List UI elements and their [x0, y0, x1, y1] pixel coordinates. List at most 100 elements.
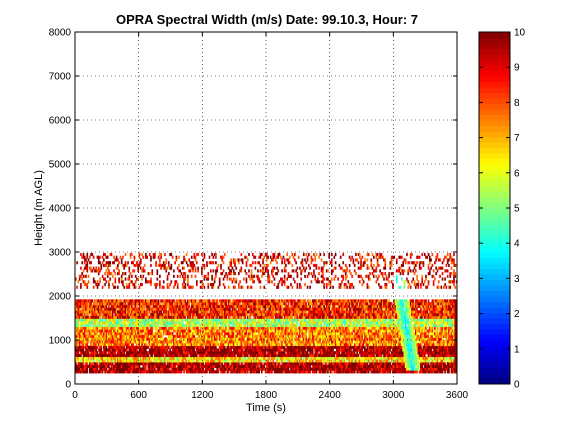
heatmap-cell: [204, 359, 207, 363]
heatmap-cell: [111, 282, 114, 287]
heatmap-cell: [264, 332, 267, 336]
heatmap-cell: [232, 359, 235, 363]
heatmap-cell: [114, 348, 117, 352]
heatmap-cell: [96, 285, 99, 289]
heatmap-cell: [193, 252, 196, 257]
heatmap-cell: [222, 364, 225, 368]
heatmap-cell: [290, 329, 292, 333]
heatmap-cell: [122, 337, 124, 341]
heatmap-cell: [141, 269, 143, 273]
heatmap-cell: [287, 334, 290, 338]
heatmap-cell: [207, 304, 210, 308]
heatmap-cell: [95, 351, 98, 355]
heatmap-cell: [124, 337, 127, 341]
heatmap-cell: [146, 362, 148, 366]
heatmap-cell: [125, 362, 128, 366]
heatmap-cell: [263, 334, 266, 338]
heatmap-cell: [156, 362, 159, 366]
heatmap-cell: [114, 345, 117, 349]
heatmap-cell: [143, 362, 146, 366]
heatmap-cell: [187, 263, 189, 268]
heatmap-cell: [115, 258, 118, 262]
heatmap-cell: [287, 261, 290, 265]
heatmap-cell: [75, 356, 77, 360]
heatmap-cell: [127, 364, 129, 368]
heatmap-cell: [134, 307, 137, 311]
heatmap-cell: [206, 359, 208, 363]
heatmap-cell: [254, 340, 257, 344]
heatmap-cell: [197, 359, 199, 363]
heatmap-cell: [167, 342, 170, 347]
heatmap-cell: [264, 315, 267, 319]
heatmap-cell: [231, 323, 234, 328]
heatmap-cell: [254, 342, 257, 347]
heatmap-cell: [207, 272, 210, 276]
heatmap-cell: [213, 342, 216, 347]
heatmap-cell: [100, 329, 103, 333]
heatmap-cell: [75, 323, 77, 328]
heatmap-cell: [267, 356, 269, 360]
heatmap-cell: [221, 337, 224, 341]
heatmap-cell: [143, 359, 146, 363]
heatmap-cell: [290, 321, 292, 325]
heatmap-cell: [288, 359, 291, 363]
heatmap-cell: [134, 367, 137, 371]
heatmap-cell: [245, 348, 248, 352]
heatmap-cell: [269, 332, 272, 336]
heatmap-cell: [96, 337, 99, 341]
heatmap-cell: [213, 321, 216, 325]
heatmap-cell: [150, 359, 152, 363]
heatmap-cell: [287, 315, 290, 319]
heatmap-cell: [111, 332, 114, 336]
heatmap-cell: [253, 334, 255, 338]
heatmap-cell: [151, 307, 154, 311]
heatmap-cell: [86, 269, 89, 273]
heatmap-cell: [157, 362, 160, 366]
heatmap-cell: [76, 329, 78, 333]
heatmap-cell: [281, 326, 283, 330]
heatmap-cell: [271, 272, 273, 276]
heatmap-cell: [231, 370, 234, 374]
heatmap-cell: [97, 342, 100, 347]
heatmap-cell: [236, 370, 239, 374]
heatmap-cell: [139, 318, 142, 322]
heatmap-cell: [120, 277, 123, 281]
heatmap-cell: [264, 302, 267, 306]
heatmap-cell: [232, 323, 235, 328]
heatmap-cell: [80, 356, 82, 360]
heatmap-cell: [262, 302, 264, 306]
heatmap-cell: [207, 337, 210, 341]
heatmap-cell: [166, 359, 169, 363]
heatmap-cell: [192, 299, 194, 303]
heatmap-cell: [213, 312, 216, 317]
heatmap-cell: [160, 323, 162, 328]
heatmap-cell: [194, 326, 197, 330]
heatmap-cell: [236, 304, 239, 308]
heatmap-cell: [173, 326, 175, 330]
heatmap-cell: [157, 356, 160, 360]
heatmap-cell: [267, 337, 269, 341]
heatmap-cell: [155, 356, 157, 360]
heatmap-cell: [109, 277, 112, 281]
heatmap-cell: [105, 329, 108, 333]
heatmap-cell: [120, 304, 123, 308]
heatmap-cell: [83, 304, 86, 308]
heatmap-cell: [259, 367, 262, 371]
heatmap-cell: [127, 367, 129, 371]
heatmap-cell: [99, 329, 101, 333]
heatmap-cell: [230, 318, 233, 322]
heatmap-cell: [138, 310, 141, 314]
heatmap-cell: [111, 340, 114, 344]
heatmap-cell: [129, 280, 132, 284]
heatmap-cell: [237, 261, 240, 265]
heatmap-cell: [120, 315, 123, 319]
heatmap-cell: [141, 370, 143, 374]
heatmap-cell: [185, 345, 188, 349]
heatmap-cell: [231, 318, 234, 322]
heatmap-cell: [190, 351, 193, 355]
heatmap-cell: [139, 258, 142, 262]
heatmap-cell: [155, 348, 157, 352]
heatmap-cell: [246, 285, 249, 289]
heatmap-cell: [249, 337, 252, 341]
heatmap-cell: [201, 332, 203, 336]
